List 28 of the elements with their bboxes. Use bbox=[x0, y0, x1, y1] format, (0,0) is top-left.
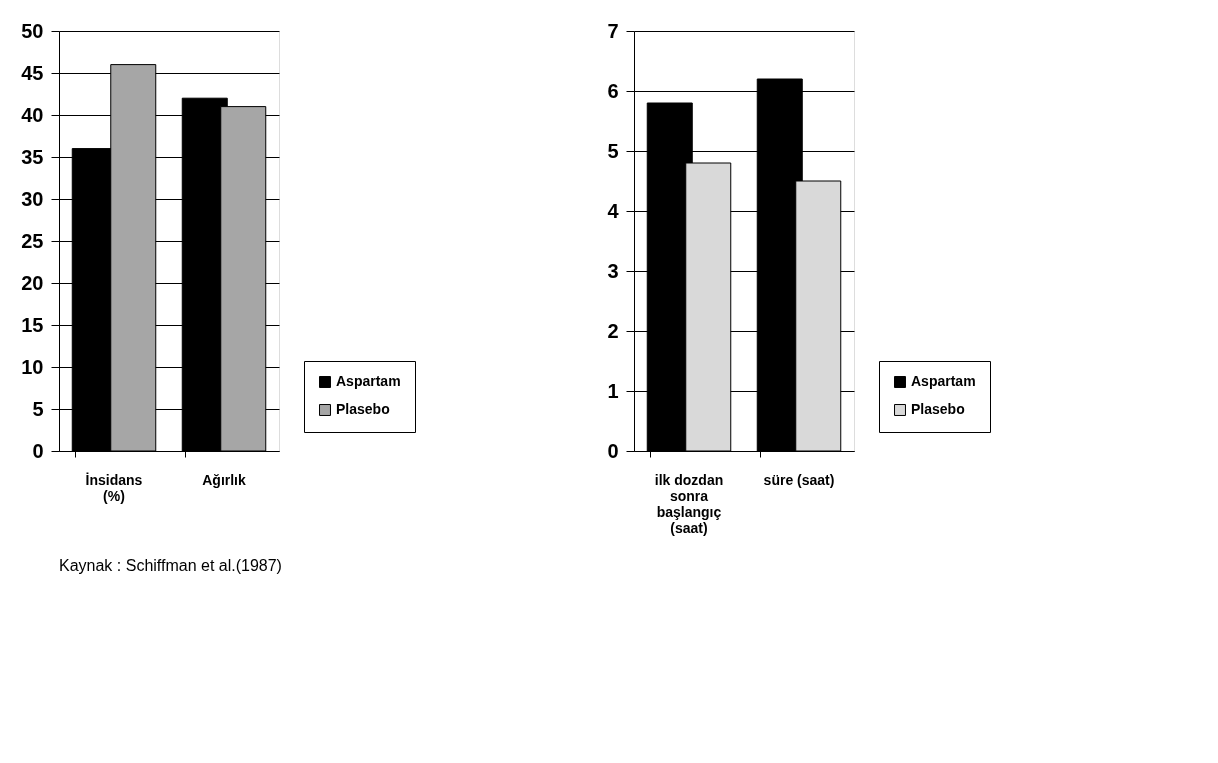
y-tick-label: 6 bbox=[607, 79, 619, 102]
x-tick-label: Ağırlık bbox=[202, 471, 246, 488]
text: Kaynak : Schiffman et al.(1987) bbox=[59, 557, 282, 574]
y-tick-label: 40 bbox=[21, 103, 44, 126]
y-tick-label: 20 bbox=[21, 271, 44, 294]
y-tick-label: 3 bbox=[607, 259, 619, 282]
x-tick-label: süre (saat) bbox=[763, 471, 835, 488]
y-tick-label: 0 bbox=[607, 439, 619, 462]
y-tick-label: 50 bbox=[21, 19, 44, 42]
x-tick-label: İnsidans (%) bbox=[85, 471, 143, 504]
y-tick-label: 2 bbox=[607, 319, 619, 342]
legend-label: Plasebo bbox=[911, 401, 965, 417]
y-tick-label: 15 bbox=[21, 313, 44, 336]
y-tick-label: 30 bbox=[21, 187, 44, 210]
y-tick-label: 5 bbox=[32, 397, 44, 420]
y-tick-label: 25 bbox=[21, 229, 44, 252]
y-tick-label: 35 bbox=[21, 145, 44, 168]
y-tick-label: 10 bbox=[21, 355, 44, 378]
y-tick-label: 1 bbox=[607, 379, 619, 402]
y-tick-label: 5 bbox=[607, 139, 619, 162]
y-tick-label: 45 bbox=[21, 61, 44, 84]
legend-label: Aspartam bbox=[336, 373, 401, 389]
y-tick-label: 4 bbox=[607, 199, 620, 222]
x-tick-label: ilk dozdan sonra başlangıç (saat) bbox=[654, 471, 724, 536]
y-tick-label: 0 bbox=[32, 439, 44, 462]
legend-label: Plasebo bbox=[336, 401, 390, 417]
y-tick-label: 7 bbox=[607, 19, 619, 42]
legend-label: Aspartam bbox=[911, 373, 976, 389]
